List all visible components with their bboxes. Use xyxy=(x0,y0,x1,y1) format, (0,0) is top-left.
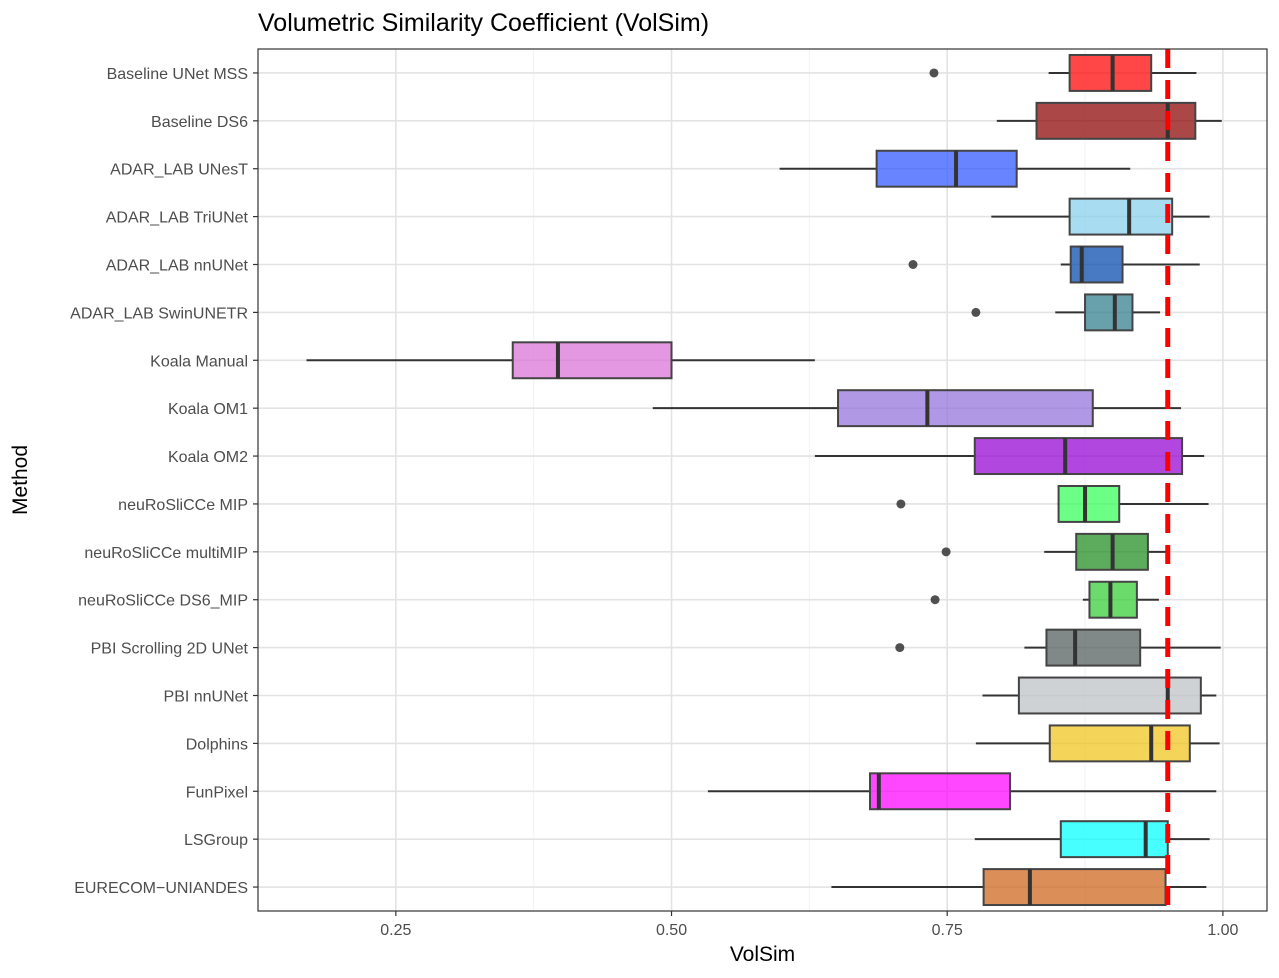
boxplot-group xyxy=(991,197,1210,236)
y-tick-label: neuRoSliCCe multiMIP xyxy=(84,545,248,562)
box xyxy=(1059,820,1169,859)
y-tick-label: ADAR_LAB UNesT xyxy=(110,162,248,179)
box xyxy=(1084,293,1134,332)
x-tick-label: 0.50 xyxy=(656,922,687,939)
box xyxy=(973,437,1184,476)
y-tick-label: Baseline UNet MSS xyxy=(107,66,248,83)
box xyxy=(1017,676,1202,715)
boxplot-group xyxy=(306,341,815,380)
y-tick-label: ADAR_LAB nnUNet xyxy=(106,258,249,275)
y-tick-label: FunPixel xyxy=(186,784,248,801)
box xyxy=(1068,53,1153,92)
boxplot-group xyxy=(971,293,1161,332)
boxplot-group xyxy=(779,149,1131,188)
box xyxy=(1057,484,1121,523)
y-tick-label: LSGroup xyxy=(184,832,248,849)
y-tick-label: PBI Scrolling 2D UNet xyxy=(91,641,249,658)
y-tick-label: EURECOM−UNIANDES xyxy=(74,880,248,897)
outlier-point xyxy=(971,307,981,317)
box xyxy=(982,868,1167,907)
x-axis: 0.25 0.50 0.75 1.00 xyxy=(380,911,1239,939)
y-tick-label: ADAR_LAB SwinUNETR xyxy=(70,305,248,322)
y-tick-label: PBI nnUNet xyxy=(164,689,249,706)
plot-border xyxy=(257,48,1268,912)
boxplot-group xyxy=(814,437,1205,476)
y-tick-label: neuRoSliCCe MIP xyxy=(118,497,248,514)
boxplot-group xyxy=(929,53,1197,92)
outlier-point xyxy=(895,643,905,653)
y-tick-label: neuRoSliCCe DS6_MIP xyxy=(78,593,248,610)
y-tick-label: Baseline DS6 xyxy=(151,114,248,131)
box xyxy=(1035,101,1197,140)
boxplot-group xyxy=(895,628,1221,667)
boxplot-group xyxy=(974,820,1210,859)
plot-panel xyxy=(258,49,1267,911)
x-tick-label: 0.75 xyxy=(932,922,963,939)
y-tick-label: Koala OM1 xyxy=(168,401,248,418)
boxplot-group xyxy=(908,245,1200,284)
chart-title: Volumetric Similarity Coefficient (VolSi… xyxy=(258,9,709,37)
outlier-point xyxy=(941,547,951,557)
x-tick-label: 1.00 xyxy=(1207,922,1238,939)
box xyxy=(869,772,1012,811)
y-tick-label: Koala Manual xyxy=(150,353,248,370)
boxplot-group xyxy=(941,532,1170,571)
boxplot-group xyxy=(707,772,1217,811)
y-axis: Baseline UNet MSS Baseline DS6 ADAR_LAB UN… xyxy=(70,66,258,897)
outlier-point xyxy=(929,68,939,78)
boxplot-group xyxy=(896,484,1209,523)
x-tick-label: 0.25 xyxy=(380,922,411,939)
y-tick-label: Dolphins xyxy=(186,736,248,753)
boxplot-group xyxy=(652,389,1181,428)
x-axis-title: VolSim xyxy=(730,943,795,966)
boxplot-group xyxy=(831,868,1207,907)
outlier-point xyxy=(908,260,918,269)
box xyxy=(837,389,1094,428)
box xyxy=(511,341,673,380)
outlier-point xyxy=(896,499,906,509)
box xyxy=(1069,245,1124,284)
y-tick-label: ADAR_LAB TriUNet xyxy=(106,210,249,227)
box xyxy=(1045,628,1142,667)
y-axis-title: Method xyxy=(9,445,32,515)
outlier-point xyxy=(930,595,940,605)
box xyxy=(1068,197,1174,236)
box xyxy=(1088,580,1138,619)
y-tick-label: Koala OM2 xyxy=(168,449,248,466)
boxplot-group xyxy=(930,580,1159,619)
box xyxy=(875,149,1018,188)
